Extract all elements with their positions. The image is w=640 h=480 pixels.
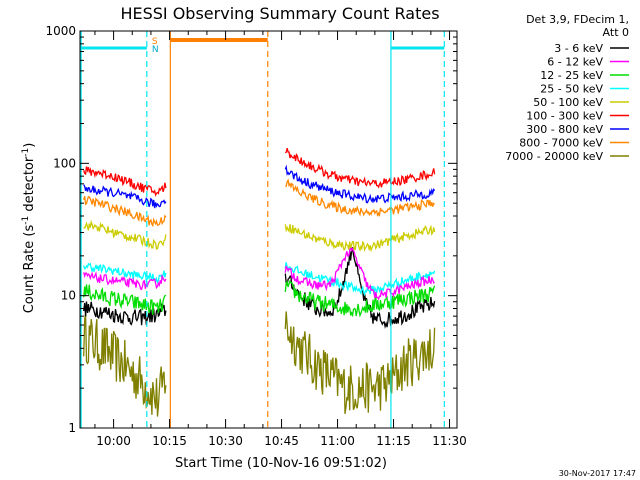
series-2-trace-2 [284,244,435,301]
legend-label-5: 50 - 100 keV [533,96,603,109]
y-tick-label-3: 100 [53,156,76,170]
series-7-trace-2 [284,164,436,204]
x-tick-label-2: 10:15 [152,434,187,448]
series-2-trace-1 [83,271,167,291]
series-1-trace-1 [83,301,167,326]
legend-label-9: 7000 - 20000 keV [505,150,603,163]
plot-frame [79,30,458,429]
x-tick-label-6: 11:15 [376,434,411,448]
chart-title: HESSI Observing Summary Count Rates [120,4,439,23]
axes: 1 10 100 1000 10:00 10:15 10:30 10:45 11:00 11:15… [45,24,466,448]
y-axis-label-sup1: -1 [21,216,31,225]
series-7-trace-1 [83,184,167,209]
x-axis-label: Start Time (10-Nov-16 09:51:02) [175,456,387,471]
y-tick-label-4: 1000 [45,24,76,38]
series-6-trace-1 [83,166,167,197]
series-9-trace-2 [284,311,436,414]
series-8-trace-2 [285,178,435,218]
y-tick-label-2: 10 [61,289,76,303]
s-marker-label: S [152,37,158,47]
legend-label-2: 6 - 12 keV [547,56,603,69]
x-tick-label-7: 11:30 [432,434,467,448]
series-8-trace-1 [83,196,167,228]
y-axis-label-end: ) [22,143,37,148]
y-tick-label-1: 1 [68,421,76,435]
legend-header-line2: Att 0 [603,26,629,39]
series-4-trace-1 [83,262,167,285]
series-1-trace-2 [284,247,436,329]
legend-label-4: 25 - 50 keV [540,83,603,96]
legend-label-1: 3 - 6 keV [554,42,603,55]
series-6-trace-2 [284,148,436,189]
legend-label-3: 12 - 25 keV [540,69,603,82]
x-tick-label-5: 11:00 [320,434,355,448]
series-3-trace-2 [284,279,436,318]
x-tick-label-4: 10:45 [264,434,299,448]
legend-header-line1: Det 3,9, FDecim 1, [526,13,629,26]
x-tick-label-3: 10:30 [208,434,243,448]
y-axis-label-main: Count Rate (s [22,225,37,314]
footer-date: 30-Nov-2017 17:47 [559,469,636,478]
legend-label-6: 100 - 300 keV [526,110,603,123]
legend-label-7: 300 - 800 keV [526,123,603,136]
legend-label-8: 800 - 7000 keV [519,137,603,150]
series-5-trace-2 [284,224,436,253]
n-marker-label: N [152,45,159,55]
y-axis-label-sup2: -1 [21,148,31,157]
series-3-trace-1 [83,284,167,316]
series-9-trace-1 [83,313,167,417]
x-tick-label-1: 10:00 [96,434,131,448]
series-4-trace-2 [284,262,436,297]
y-axis-label-mid: detector [22,156,37,216]
y-axis-label: Count Rate (s-1 detector-1) [21,143,37,314]
plot-area: SN [80,31,445,428]
series-5-trace-1 [83,219,167,250]
